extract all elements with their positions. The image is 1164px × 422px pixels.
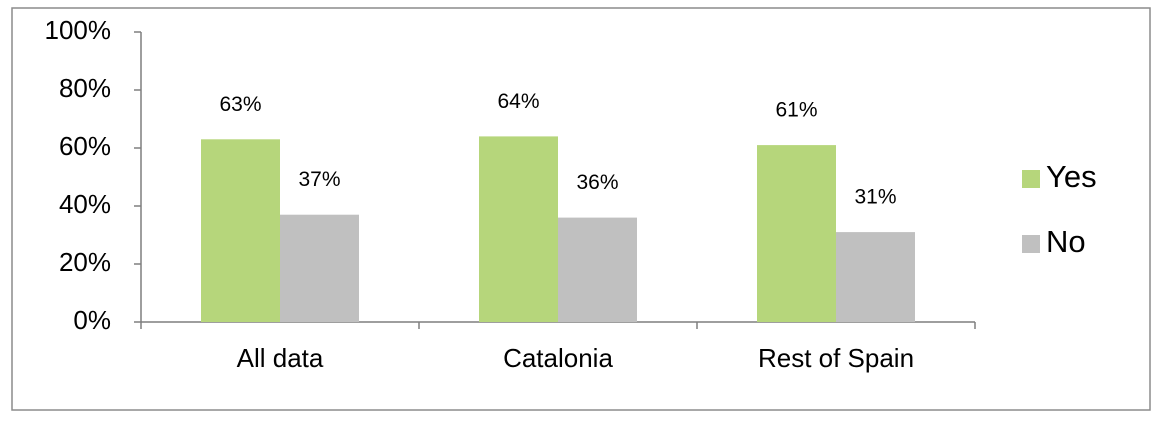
value-label: 36% [576, 171, 618, 194]
legend-label: No [1046, 224, 1086, 259]
x-tick-label: Catalonia [503, 343, 613, 373]
value-label: 31% [854, 186, 896, 209]
bar [836, 232, 915, 322]
legend-swatch [1022, 235, 1040, 253]
bar [280, 214, 359, 322]
y-tick-label: 0% [73, 305, 111, 335]
bar [479, 136, 558, 322]
value-label: 63% [219, 93, 261, 116]
bar [558, 217, 637, 322]
value-label: 37% [298, 168, 340, 191]
legend-swatch [1022, 170, 1040, 188]
value-label: 61% [775, 99, 817, 122]
y-tick-label: 40% [59, 189, 111, 219]
y-tick-label: 20% [59, 247, 111, 277]
x-tick-label: All data [237, 343, 324, 373]
bar [201, 139, 280, 322]
y-tick-label: 60% [59, 131, 111, 161]
y-tick-label: 80% [59, 73, 111, 103]
bar [757, 145, 836, 322]
value-label: 64% [497, 90, 539, 113]
y-tick-label: 100% [45, 15, 112, 45]
x-tick-label: Rest of Spain [758, 343, 914, 373]
legend-label: Yes [1046, 159, 1097, 194]
